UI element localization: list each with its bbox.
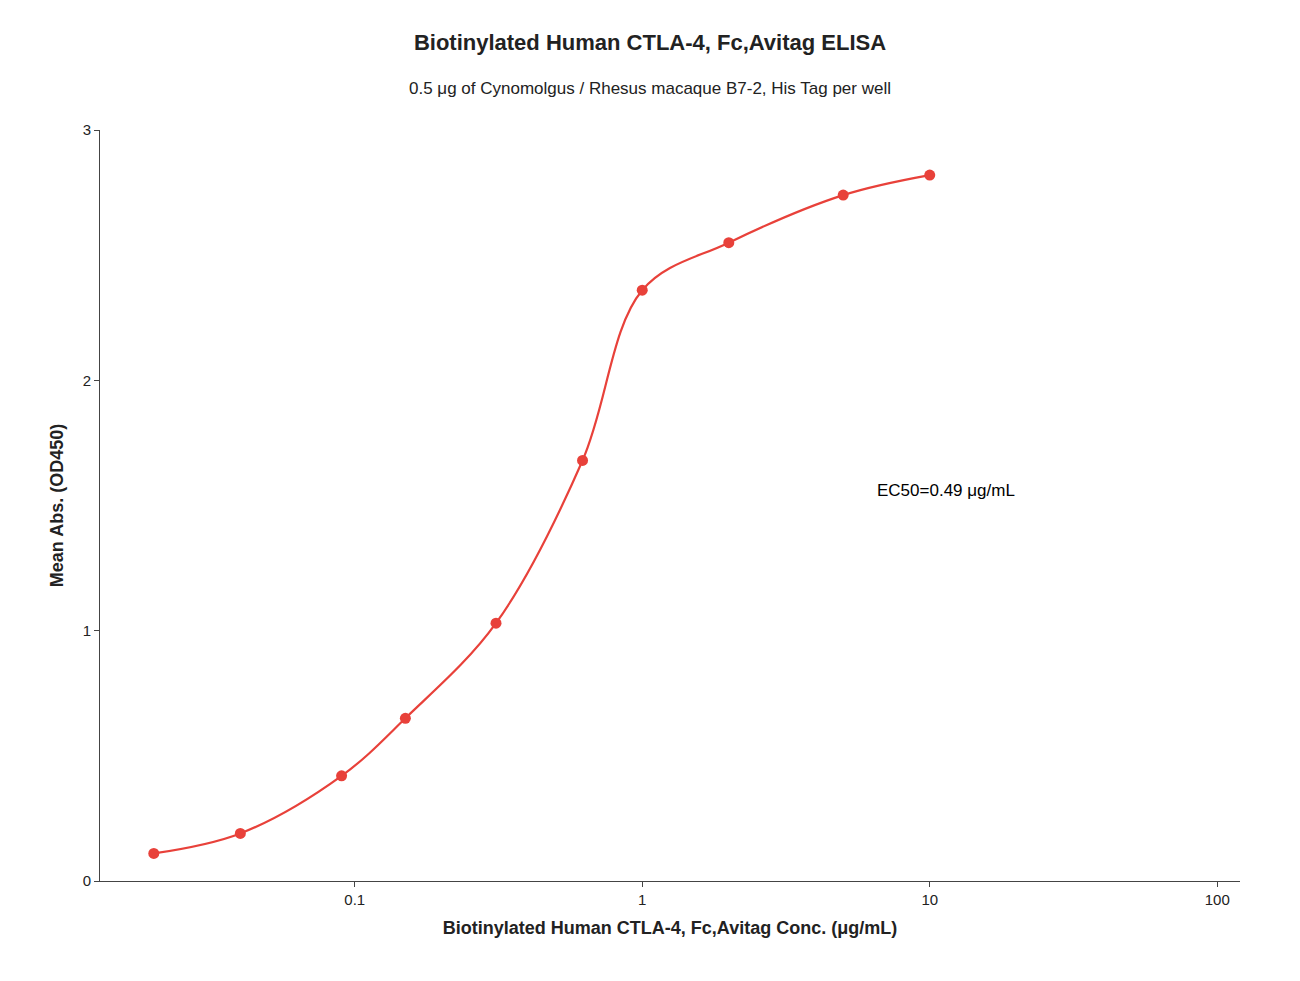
svg-text:1: 1 [638, 891, 646, 908]
svg-text:0: 0 [83, 872, 91, 889]
svg-text:3: 3 [83, 121, 91, 138]
svg-text:EC50=0.49 μg/mL: EC50=0.49 μg/mL [877, 481, 1015, 500]
svg-text:10: 10 [921, 891, 938, 908]
svg-text:0.5 μg of Cynomolgus / Rhesus: 0.5 μg of Cynomolgus / Rhesus macaque B7… [409, 79, 891, 98]
svg-text:Biotinylated Human CTLA-4, Fc,: Biotinylated Human CTLA-4, Fc,Avitag Con… [443, 918, 897, 938]
svg-text:100: 100 [1205, 891, 1230, 908]
svg-text:0.1: 0.1 [344, 891, 365, 908]
svg-text:2: 2 [83, 372, 91, 389]
svg-text:Mean Abs. (OD450): Mean Abs. (OD450) [47, 424, 67, 587]
svg-text:1: 1 [83, 622, 91, 639]
svg-text:Biotinylated Human CTLA-4, Fc,: Biotinylated Human CTLA-4, Fc,Avitag ELI… [414, 30, 886, 55]
